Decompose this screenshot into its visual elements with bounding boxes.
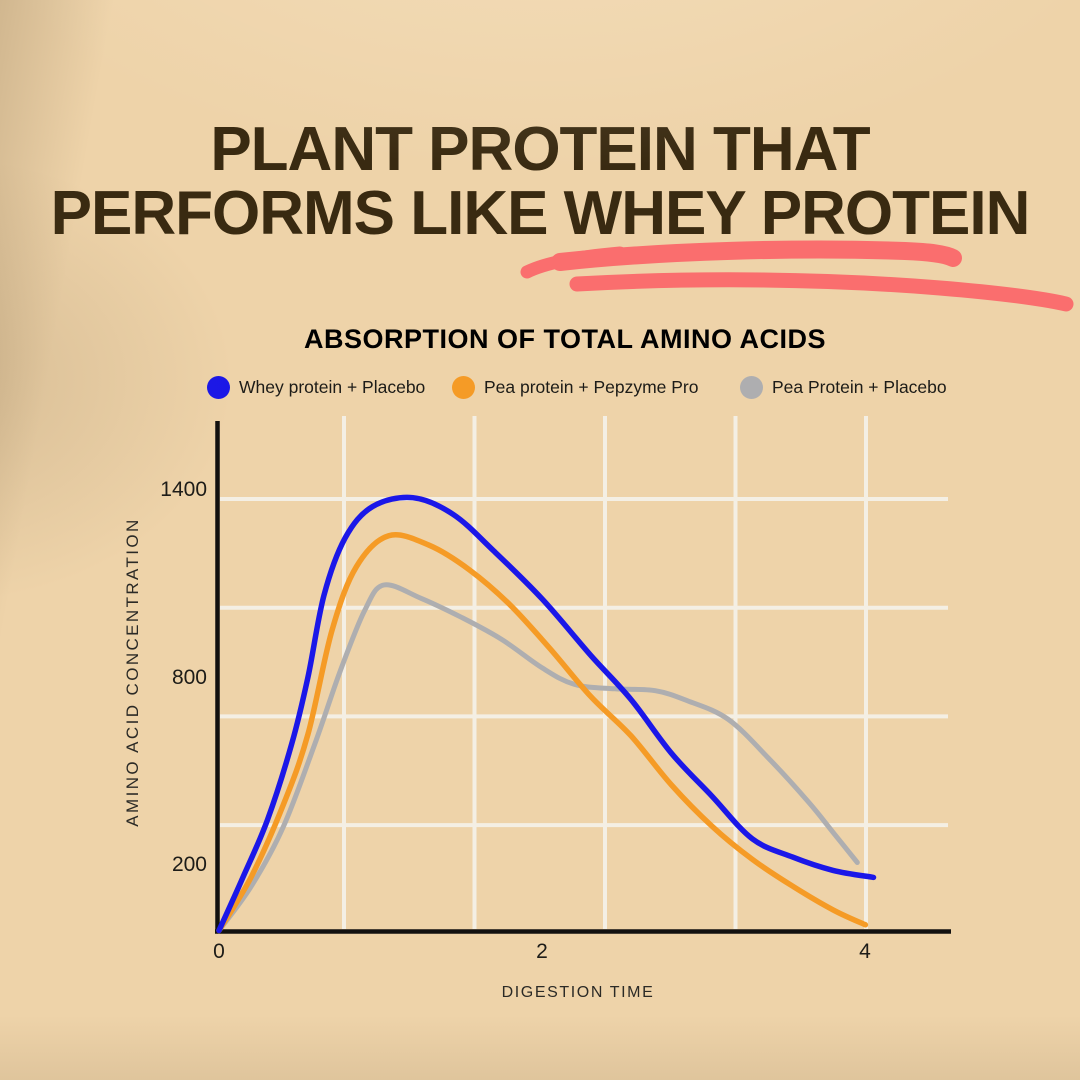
series-line-pea-pepzyme	[216, 532, 869, 934]
series-line-whey-placebo	[216, 494, 877, 934]
gridlines	[220, 416, 948, 929]
marker-underline	[520, 240, 1074, 312]
legend-item-pea-placebo: Pea Protein + Placebo	[740, 374, 947, 400]
x-tick-0: 0	[213, 940, 225, 963]
chart-title: ABSORPTION OF TOTAL AMINO ACIDS	[303, 324, 826, 354]
x-axis-title: DIGESTION TIME	[501, 984, 655, 1001]
legend-item-whey-placebo: Whey protein + Placebo	[207, 374, 425, 400]
legend-label: Pea protein + Pepzyme Pro	[484, 376, 699, 397]
y-tick-200: 200	[171, 853, 207, 876]
legend-label: Whey protein + Placebo	[239, 376, 426, 397]
headline-line-2: PERFORMS LIKE WHEY PROTEIN	[50, 179, 1031, 248]
x-tick-4: 4	[859, 940, 871, 963]
axes	[215, 421, 951, 934]
x-tick-2: 2	[536, 940, 548, 963]
y-tick-800: 800	[171, 666, 207, 689]
legend-dot-blue	[207, 375, 230, 399]
legend-dot-orange	[452, 375, 475, 399]
legend-label: Pea Protein + Placebo	[772, 376, 947, 397]
y-tick-1400: 1400	[160, 478, 207, 501]
legend-item-pea-pepzyme: Pea protein + Pepzyme Pro	[452, 374, 699, 400]
legend: Whey protein + Placebo Pea protein + Pep…	[0, 374, 1080, 400]
headline: PLANT PROTEIN THAT PERFORMS LIKE WHEY PR…	[0, 118, 1080, 246]
headline-line-1: PLANT PROTEIN THAT	[210, 115, 870, 184]
series-line-pea-placebo	[216, 582, 860, 933]
legend-dot-gray	[740, 375, 763, 399]
